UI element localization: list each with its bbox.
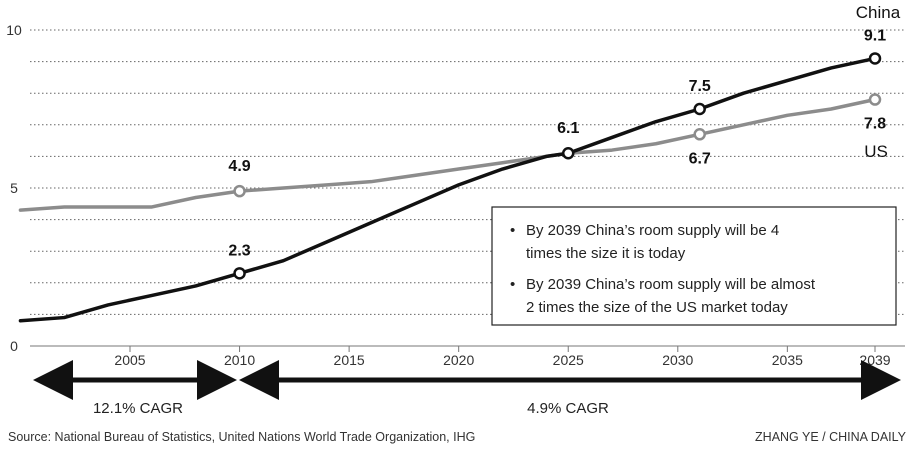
series-label-china: China bbox=[856, 3, 901, 22]
cagr-arrows: 12.1% CAGR 4.9% CAGR bbox=[33, 360, 901, 417]
cagr-label-1: 12.1% CAGR bbox=[93, 400, 183, 417]
x-axis bbox=[30, 345, 905, 352]
note-bullet-2: • bbox=[510, 276, 515, 293]
data-label-china-2031: 7.5 bbox=[689, 78, 711, 95]
data-labels: 2.3 6.1 7.5 9.1 4.9 6.7 7.8 bbox=[228, 27, 886, 259]
x-tick-2035: 2035 bbox=[772, 352, 803, 368]
data-label-china-2010: 2.3 bbox=[228, 242, 250, 259]
series-line-china bbox=[18, 56, 877, 323]
y-tick-10: 10 bbox=[6, 22, 22, 38]
x-tick-labels: 2005 2010 2015 2020 2025 2030 2035 2039 bbox=[114, 352, 890, 368]
series-line-us bbox=[18, 97, 877, 212]
marker-china-2031 bbox=[693, 102, 706, 116]
series-lines bbox=[18, 56, 877, 323]
x-tick-2015: 2015 bbox=[334, 352, 365, 368]
data-label-china-2039: 9.1 bbox=[864, 27, 886, 44]
marker-china-2039 bbox=[868, 52, 882, 65]
cagr-label-2: 4.9% CAGR bbox=[527, 400, 609, 417]
x-tick-2020: 2020 bbox=[443, 352, 474, 368]
marker-china-2010 bbox=[233, 267, 246, 280]
notes-box-frame bbox=[491, 206, 897, 326]
x-tick-2039: 2039 bbox=[859, 352, 890, 368]
x-tick-2030: 2030 bbox=[662, 352, 693, 368]
y-axis: 0 5 10 bbox=[6, 22, 22, 354]
data-label-china-2025: 6.1 bbox=[557, 120, 579, 137]
marker-us-2031 bbox=[693, 128, 706, 141]
x-tick-2025: 2025 bbox=[553, 352, 584, 368]
note-2-line-2: 2 times the size of the US market today bbox=[526, 299, 788, 316]
data-label-us-2031: 6.7 bbox=[689, 150, 711, 167]
series-label-us: US bbox=[864, 142, 888, 161]
marker-china-2025 bbox=[561, 146, 575, 160]
note-2-line-1: By 2039 China’s room supply will be almo… bbox=[526, 276, 816, 293]
data-label-us-2039: 7.8 bbox=[864, 116, 886, 133]
x-tick-2005: 2005 bbox=[114, 352, 145, 368]
source-note: Source: National Bureau of Statistics, U… bbox=[8, 430, 475, 444]
y-tick-0: 0 bbox=[10, 338, 18, 354]
notes-box: • By 2039 China’s room supply will be 4 … bbox=[491, 206, 897, 326]
y-tick-5: 5 bbox=[10, 180, 18, 196]
data-label-us-2010: 4.9 bbox=[228, 158, 250, 175]
data-markers bbox=[233, 52, 882, 280]
note-1-line-1: By 2039 China’s room supply will be 4 bbox=[526, 222, 779, 239]
note-1-line-2: times the size it is today bbox=[526, 245, 686, 262]
credit: ZHANG YE / CHINA DAILY bbox=[755, 430, 907, 444]
x-tick-2010: 2010 bbox=[224, 352, 255, 368]
marker-us-2039 bbox=[868, 93, 882, 106]
note-bullet-1: • bbox=[510, 222, 515, 239]
marker-us-2010 bbox=[233, 184, 246, 198]
